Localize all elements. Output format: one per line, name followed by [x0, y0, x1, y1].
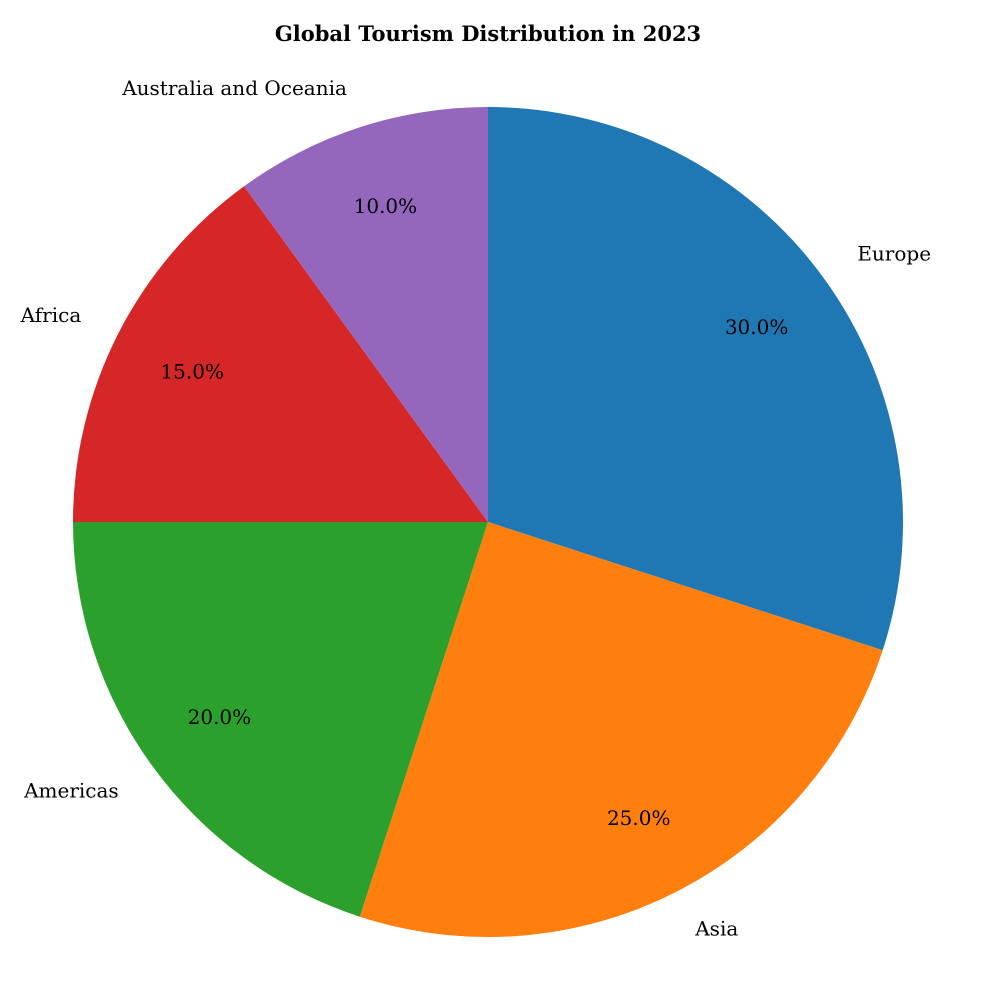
- slice-label-africa: Africa: [20, 303, 82, 327]
- pie-slice-africa: [73, 186, 488, 523]
- pct-label-australia-and-oceania: 10.0%: [354, 194, 418, 218]
- chart-title: Global Tourism Distribution in 2023: [275, 21, 701, 46]
- pct-label-asia: 25.0%: [607, 806, 671, 830]
- pie-slice-australia-and-oceania: [244, 107, 488, 522]
- pie-slice-americas: [72, 522, 489, 917]
- slice-label-europe: Europe: [857, 242, 931, 266]
- slice-label-australia-and-oceania: Australia and Oceania: [121, 76, 347, 100]
- pie-slices: [72, 107, 904, 938]
- pie-slice-europe: [488, 107, 904, 651]
- pct-label-africa: 15.0%: [160, 359, 224, 383]
- pct-label-europe: 30.0%: [725, 315, 789, 339]
- pie-slice-asia: [359, 522, 883, 938]
- slice-label-americas: Americas: [23, 778, 119, 802]
- pie-labels: Europe 30.0% Asia 25.0% Americas 20.0% Africa 1…: [20, 76, 931, 941]
- slice-label-asia: Asia: [694, 917, 738, 941]
- pct-label-americas: 20.0%: [188, 705, 252, 729]
